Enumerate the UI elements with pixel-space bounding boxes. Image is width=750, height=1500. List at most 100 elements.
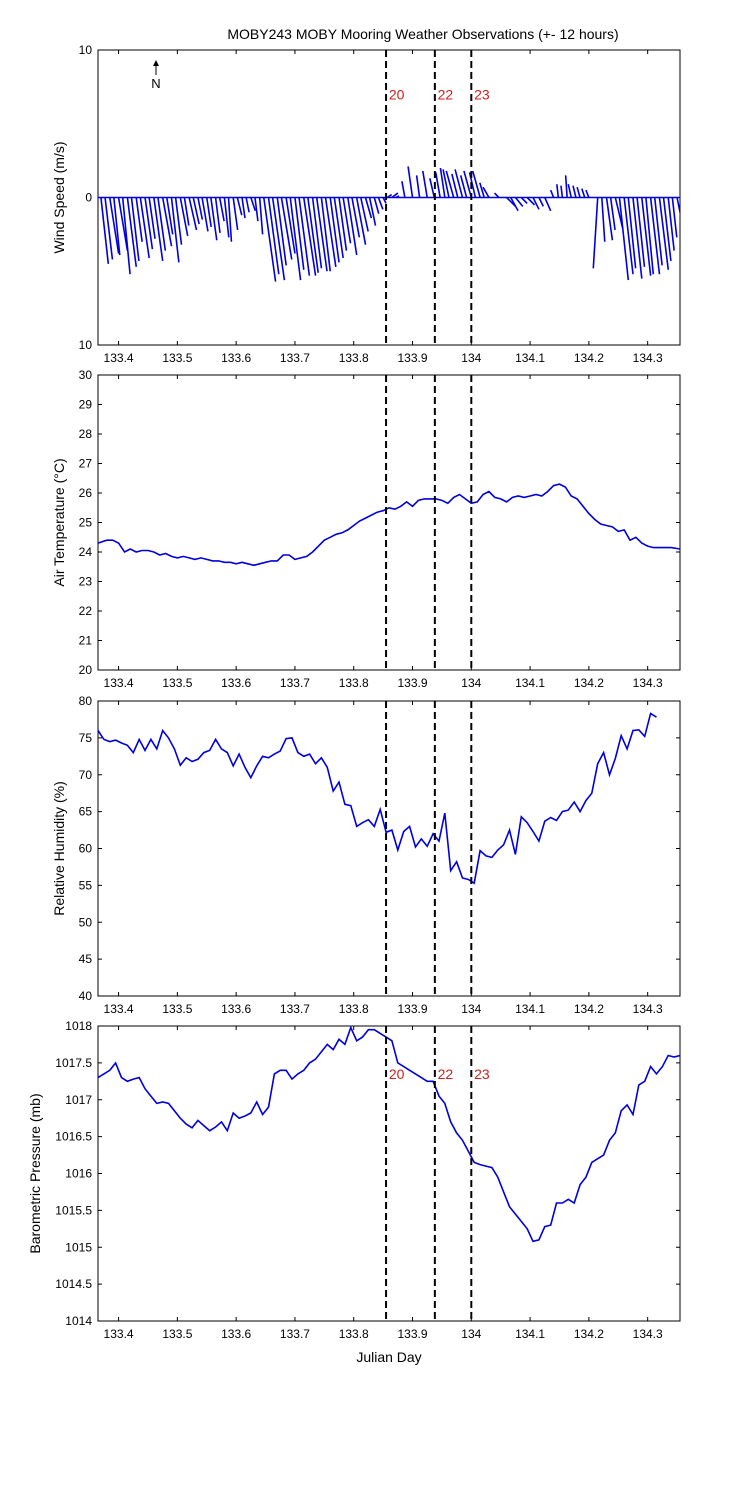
wind-stick [368,197,377,226]
wind-stick [232,197,239,231]
wind-stick [520,196,528,204]
y-axis-label: Relative Humidity (%) [51,781,67,916]
wind-stick [509,197,519,212]
wind-stick [560,185,564,198]
wind-stick [347,197,358,256]
wind-stick [532,197,540,210]
wind-stick [307,197,319,273]
wind-stick [459,175,468,198]
wind-stick [585,189,590,198]
wind-stick [342,197,352,244]
y-tick-label: 1016 [65,1167,92,1181]
wind-stick [245,197,250,213]
wind-stick [395,195,400,199]
x-tick-label: 134.1 [515,676,545,690]
wind-stick [289,197,302,281]
x-tick-label: 133.7 [280,1327,310,1341]
plot-frame [97,700,681,997]
y-tick-label: 30 [79,368,93,382]
wind-stick [153,197,164,262]
x-tick-label: 134.2 [574,1327,604,1341]
wind-stick [454,169,464,198]
x-tick-label: 133.8 [339,1327,369,1341]
wind-stick [592,197,599,269]
wind-stick [183,197,190,226]
y-tick-label: 26 [79,486,93,500]
y-tick-label: 80 [79,694,93,708]
x-tick-label: 133.8 [339,351,369,365]
wind-stick [165,197,174,235]
wind-stick [192,197,200,225]
wind-stick [157,197,167,251]
plot-frame [97,1025,681,1322]
wind-stick [364,197,373,219]
wind-stick [100,197,110,264]
wind-stick [415,175,421,198]
plot-area [98,1026,680,1243]
x-tick-label: 134.3 [633,676,663,690]
wind-stick [544,197,552,212]
y-tick-label: 1015 [65,1240,92,1254]
wind-stick [250,197,257,212]
event-label: 23 [474,86,490,102]
wind-stick [407,166,414,198]
wind-stick [218,197,225,222]
y-tick-label: 1014 [65,1314,92,1328]
plot-frame [97,374,681,671]
wind-stick [148,197,156,239]
event-label: 22 [438,86,454,102]
y-tick-label: 1017 [65,1093,92,1107]
wind-stick [676,197,680,217]
wind-stick [662,197,672,262]
wind-stick [351,197,361,238]
y-tick-label: 1016.5 [55,1130,92,1144]
wind-stick [671,197,678,238]
wind-stick [601,197,606,242]
north-label: N [151,76,160,91]
x-tick-label: 133.6 [221,676,251,690]
x-tick-label: 134.3 [633,1002,663,1016]
wind-stick [280,197,293,260]
wind-stick [214,197,221,233]
wind-stick [549,189,555,198]
y-tick-label: 10 [79,43,93,57]
wind-stick [285,197,296,254]
wind-stick [144,197,154,250]
y-tick-label: 27 [79,457,93,471]
panel-2: 133.4 133.5 133.6 133.7 133.8 133.9 134 134.1 13… [51,368,681,690]
wind-stick [236,197,243,216]
panel-4: 133.4 133.5 133.6 133.7 133.8 133.9 134 134.1 13… [27,1019,681,1365]
wind-stick [188,197,198,231]
wind-stick [377,197,384,210]
wind-stick [302,197,317,276]
wind-stick [442,169,450,198]
wind-stick [645,197,655,275]
wind-stick [324,197,337,267]
north-arrow-head [153,60,159,66]
wind-stick [108,197,120,254]
panel-3: 133.4 133.5 133.6 133.7 133.8 133.9 134 134.1 13… [51,694,681,1016]
x-tick-label: 133.9 [397,1002,427,1016]
chart-title: MOBY243 MOBY Mooring Weather Observation… [227,26,618,42]
wind-stick [605,197,614,241]
event-label: 23 [474,1066,490,1082]
wind-stick [170,197,180,263]
wind-stick [581,188,586,198]
wind-stick [564,175,568,198]
wind-stick [538,197,545,207]
x-tick-label: 133.5 [162,1002,192,1016]
wind-stick [493,192,500,199]
y-tick-label: 50 [79,915,93,929]
wind-stick [355,197,367,245]
x-tick-label: 134 [461,1002,481,1016]
x-tick-label: 134.2 [574,1002,604,1016]
x-axis-label: Julian Day [356,1349,421,1365]
y-tick-label: 29 [79,398,93,412]
x-tick-label: 133.4 [104,1327,134,1341]
event-label: 20 [389,1066,405,1082]
wind-stick [262,197,277,282]
y-tick-label: 70 [79,768,93,782]
wind-stick [567,184,573,198]
wind-stick [139,197,150,259]
x-tick-label: 133.5 [162,1327,192,1341]
